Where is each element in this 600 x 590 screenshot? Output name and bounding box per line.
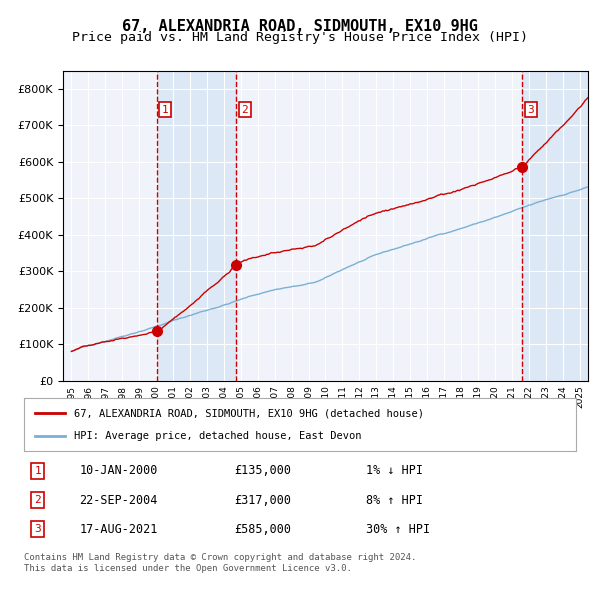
Text: 22-SEP-2004: 22-SEP-2004 (79, 493, 158, 507)
Text: 1: 1 (34, 466, 41, 476)
Bar (523, 71, 590, 381)
Text: £585,000: £585,000 (234, 523, 291, 536)
Text: 30% ↑ HPI: 30% ↑ HPI (366, 523, 430, 536)
Text: Contains HM Land Registry data © Crown copyright and database right 2024.
This d: Contains HM Land Registry data © Crown c… (24, 553, 416, 573)
Text: 3: 3 (34, 525, 41, 535)
Text: 10-JAN-2000: 10-JAN-2000 (79, 464, 158, 477)
Text: 8% ↑ HPI: 8% ↑ HPI (366, 493, 423, 507)
Text: 67, ALEXANDRIA ROAD, SIDMOUTH, EX10 9HG: 67, ALEXANDRIA ROAD, SIDMOUTH, EX10 9HG (122, 19, 478, 34)
Text: 2: 2 (34, 495, 41, 505)
Text: £135,000: £135,000 (234, 464, 291, 477)
Text: 3: 3 (527, 104, 535, 114)
Text: 67, ALEXANDRIA ROAD, SIDMOUTH, EX10 9HG (detached house): 67, ALEXANDRIA ROAD, SIDMOUTH, EX10 9HG … (74, 408, 424, 418)
Text: 1: 1 (162, 104, 169, 114)
Text: Price paid vs. HM Land Registry's House Price Index (HPI): Price paid vs. HM Land Registry's House … (72, 31, 528, 44)
Text: 17-AUG-2021: 17-AUG-2021 (79, 523, 158, 536)
Bar (157, 71, 236, 381)
Text: 2: 2 (241, 104, 248, 114)
Text: £317,000: £317,000 (234, 493, 291, 507)
Text: HPI: Average price, detached house, East Devon: HPI: Average price, detached house, East… (74, 431, 361, 441)
Text: 1% ↓ HPI: 1% ↓ HPI (366, 464, 423, 477)
